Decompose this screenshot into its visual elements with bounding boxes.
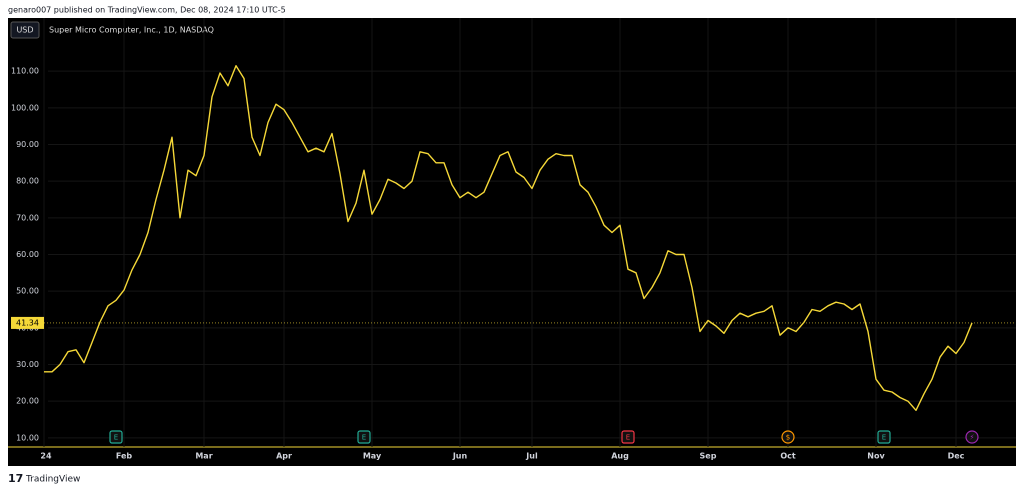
event-label: E: [882, 434, 886, 442]
y-tick-label: 90.00: [16, 140, 39, 149]
event-marker: [877, 430, 891, 444]
event-marker: [109, 430, 123, 444]
event-marker: [357, 430, 371, 444]
y-tick-label: 20.00: [16, 397, 39, 406]
x-tick-label: Nov: [867, 452, 885, 461]
event-marker: [965, 430, 979, 444]
event-label: $: [786, 434, 790, 442]
event-label: E: [362, 434, 366, 442]
y-tick-label: 100.00: [11, 103, 39, 112]
x-tick-label: May: [363, 452, 382, 461]
x-tick-label: Aug: [611, 452, 629, 461]
y-tick-label: 110.00: [11, 67, 39, 76]
x-tick-label: Mar: [195, 452, 212, 461]
logo-mark: 17: [8, 472, 23, 485]
price-label-box: [11, 316, 44, 329]
event-label: E: [626, 434, 630, 442]
x-tick-label: Jun: [452, 452, 468, 461]
currency: USD: [16, 26, 33, 35]
event-marker: [621, 430, 635, 444]
event-label: E: [114, 434, 118, 442]
currency-box: [10, 21, 40, 39]
y-tick-label: 70.00: [16, 213, 39, 222]
price-label: 41.34: [16, 318, 39, 327]
chart-background: [8, 18, 1016, 466]
x-tick-label: Jul: [525, 452, 538, 461]
x-tick-label: Dec: [948, 452, 965, 461]
y-tick-label: 30.00: [16, 360, 39, 369]
x-tick-label: 24: [40, 452, 52, 461]
x-tick-label: Oct: [780, 452, 796, 461]
symbol-legend: Super Micro Computer, Inc., 1D, NASDAQ: [49, 26, 214, 35]
y-tick-label: 80.00: [16, 177, 39, 186]
x-tick-label: Feb: [116, 452, 133, 461]
price-line: [44, 65, 973, 411]
footer-logo: 17: [8, 472, 23, 485]
event-marker: [781, 430, 795, 444]
y-tick-label: 60.00: [16, 250, 39, 259]
header: genaro007 published on TradingView.com, …: [8, 6, 286, 15]
y-tick-label: 50.00: [16, 287, 39, 296]
y-tick-label: 10.00: [16, 433, 39, 442]
footer: TradingView: [25, 475, 80, 485]
x-tick-label: Sep: [700, 452, 717, 461]
x-tick-label: Apr: [276, 452, 292, 461]
event-label: ⚡: [970, 434, 975, 442]
